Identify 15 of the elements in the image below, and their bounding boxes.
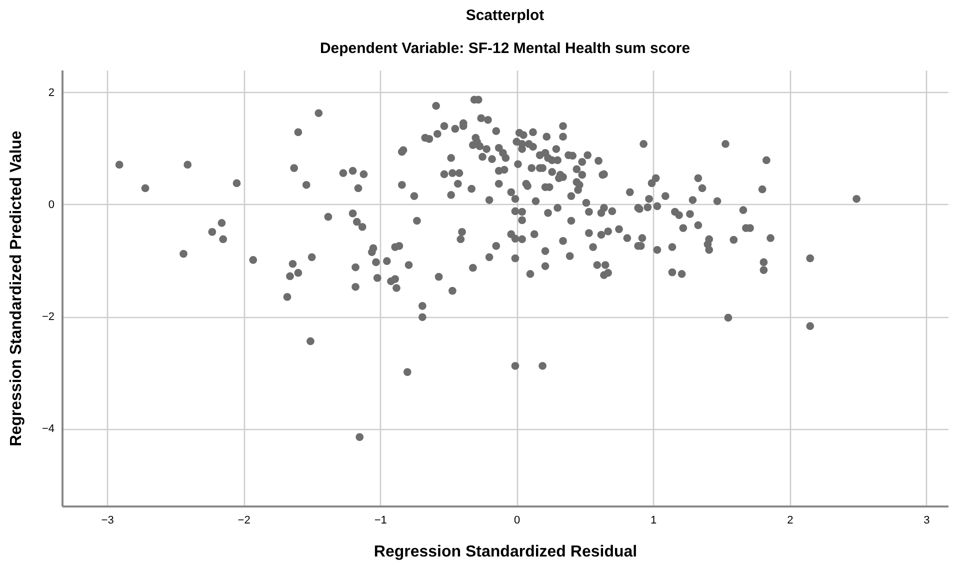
y-tick-label: 2 xyxy=(48,86,54,99)
y-axis-title: Regression Standardized Predicted Value xyxy=(8,130,25,446)
y-tick-label: −2 xyxy=(42,311,54,324)
x-tick-label: 2 xyxy=(787,514,794,526)
y-tick-label: 0 xyxy=(48,199,54,211)
chart-title: Scatterplot xyxy=(466,7,544,24)
x-tick-label: −2 xyxy=(238,514,250,526)
x-tick-label: −1 xyxy=(374,514,387,526)
x-tick-label: 0 xyxy=(514,514,520,526)
x-tick-label: −3 xyxy=(101,514,114,526)
y-tick-label: −4 xyxy=(42,423,54,436)
x-tick-label: 1 xyxy=(650,514,657,526)
x-tick-label: 3 xyxy=(924,514,930,526)
x-axis-title: Regression Standardized Residual xyxy=(374,544,638,560)
chart-subtitle: Dependent Variable: SF-12 Mental Health sum score xyxy=(320,40,690,57)
